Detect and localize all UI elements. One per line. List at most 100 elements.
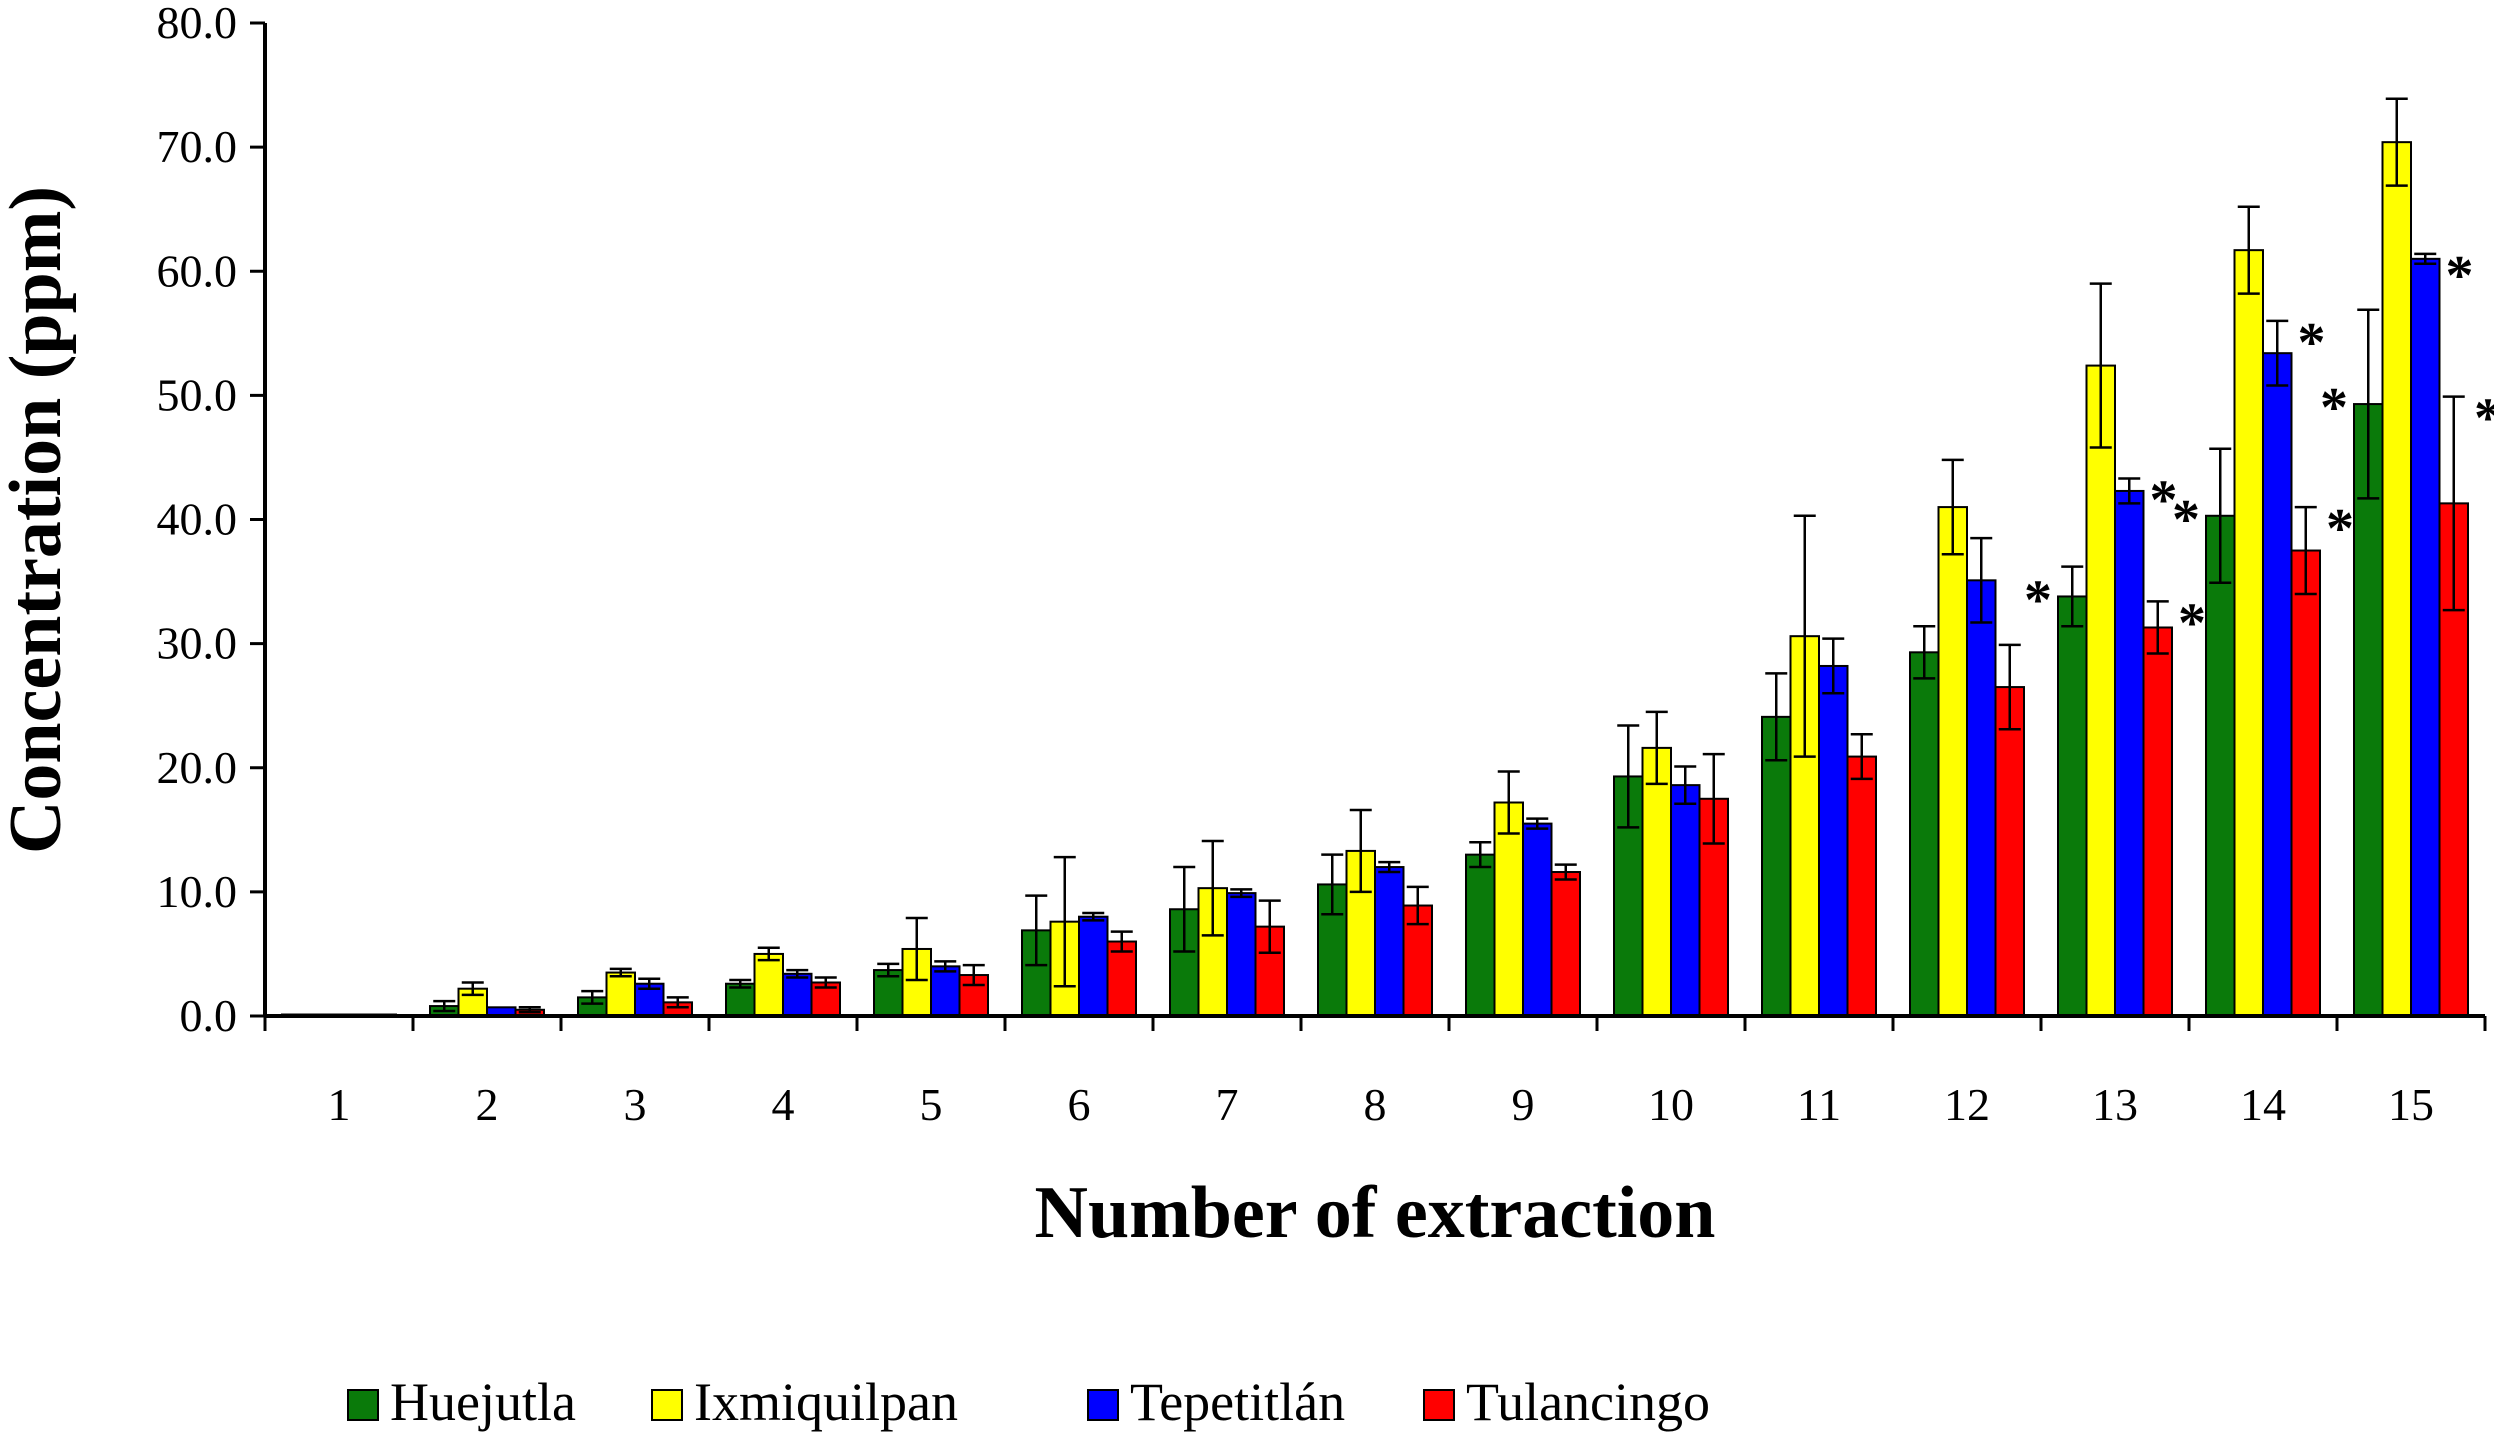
- y-tick-label-6: 60.0: [157, 245, 238, 296]
- error-bar-tepetitlán-3: [638, 977, 661, 990]
- bar-ixmiquilpan-4: [753, 952, 784, 1017]
- x-tick-label-5: 5: [920, 1079, 943, 1130]
- significance-star-tepetitlán-15: *: [2446, 245, 2474, 307]
- y-tick-label-0: 0.0: [180, 990, 238, 1041]
- error-bar-tepetitlán-14: [2266, 319, 2289, 387]
- bar-tulancingo-6: [1106, 940, 1137, 1018]
- error-bar-tepetitlán-15: [2414, 252, 2437, 266]
- error-bar-ixmiquilpan-14: [2237, 205, 2260, 295]
- error-bar-huejutla-3: [581, 989, 604, 1005]
- significance-star-tulancingo-15: *: [2474, 388, 2494, 450]
- error-bar-ixmiquilpan-8: [1349, 808, 1372, 894]
- x-tick-label-3: 3: [624, 1079, 647, 1130]
- y-tick-label-7: 70.0: [157, 121, 238, 172]
- y-tick-label-2: 20.0: [157, 742, 238, 793]
- bar-tulancingo-14: [2290, 549, 2321, 1017]
- x-tick-label-15: 15: [2388, 1079, 2434, 1130]
- legend-swatch-tulancingo: [1423, 1389, 1455, 1421]
- error-bar-tulancingo-6: [1110, 930, 1133, 953]
- bar-tepetitlán-12: [1966, 579, 1997, 1017]
- bar-tepetitlán-15: [2410, 257, 2441, 1017]
- bar-tepetitlán-13: [2114, 489, 2145, 1018]
- error-bar-huejutla-7: [1173, 865, 1196, 953]
- error-bar-tepetitlán-9: [1526, 817, 1549, 830]
- bar-huejutla-12: [1909, 651, 1940, 1017]
- y-tick-label-8: 80.0: [157, 0, 238, 48]
- bar-huejutla-9: [1465, 853, 1496, 1018]
- legend-label-ixmiquilpan: Ixmiquilpan: [694, 1372, 958, 1432]
- x-tick-label-9: 9: [1512, 1079, 1535, 1130]
- error-bar-huejutla-8: [1321, 853, 1344, 916]
- y-tick-label-5: 50.0: [157, 369, 238, 420]
- bars: *********: [281, 97, 2494, 1018]
- error-bar-tepetitlán-6: [1082, 911, 1105, 922]
- error-bar-huejutla-9: [1469, 840, 1492, 869]
- error-bar-huejutla-12: [1913, 624, 1936, 680]
- error-bar-huejutla-6: [1025, 894, 1048, 967]
- x-tick-label-8: 8: [1364, 1079, 1387, 1130]
- bar-tepetitlán-9: [1522, 822, 1553, 1018]
- legend-item-ixmiquilpan: Ixmiquilpan: [651, 1372, 958, 1432]
- error-bar-huejutla-11: [1765, 672, 1788, 762]
- legend-item-tulancingo: Tulancingo: [1423, 1372, 1710, 1432]
- error-bar-huejutla-2: [433, 999, 456, 1013]
- error-bar-ixmiquilpan-7: [1201, 839, 1224, 937]
- bar-tepetitlán-5: [930, 965, 961, 1017]
- error-bar-tulancingo-4: [814, 976, 837, 989]
- error-bar-ixmiquilpan-9: [1497, 770, 1520, 835]
- error-bar-tulancingo-8: [1406, 885, 1429, 926]
- legend: Huejutla Ixmiquilpan Tepetitlán Tulancingo: [347, 1372, 1710, 1432]
- x-tick-label-6: 6: [1068, 1079, 1091, 1130]
- bar-huejutla-13: [2057, 595, 2088, 1018]
- significance-star-huejutla-15: *: [2320, 377, 2348, 439]
- y-tick-label-4: 40.0: [157, 494, 238, 545]
- error-bar-huejutla-15: [2357, 308, 2380, 500]
- error-bar-tulancingo-12: [1998, 643, 2021, 731]
- error-bar-ixmiquilpan-11: [1793, 514, 1816, 758]
- y-tick-label-3: 30.0: [157, 618, 238, 669]
- ticks: 0.010.020.030.040.050.060.070.080.01 2 3 4 5…: [157, 0, 2487, 1130]
- error-bar-ixmiquilpan-10: [1645, 710, 1668, 786]
- error-bar-ixmiquilpan-3: [609, 967, 632, 978]
- x-tick-label-11: 11: [1797, 1079, 1841, 1130]
- error-bar-tulancingo-13: [2146, 600, 2169, 655]
- bar-huejutla-11: [1761, 715, 1792, 1017]
- bar-ixmiquilpan-10: [1641, 746, 1672, 1017]
- bar-ixmiquilpan-12: [1937, 506, 1968, 1017]
- error-bar-tulancingo-11: [1850, 732, 1873, 781]
- significance-star-huejutla-14: *: [2172, 489, 2200, 551]
- error-bar-tulancingo-15: [2442, 395, 2465, 612]
- bar-ixmiquilpan-14: [2233, 249, 2264, 1017]
- series-huejutla: ***: [281, 308, 2384, 1018]
- x-tick-label-13: 13: [2092, 1079, 2138, 1130]
- error-bar-ixmiquilpan-13: [2089, 282, 2112, 449]
- significance-star-tepetitlán-13: *: [2150, 470, 2178, 532]
- legend-item-huejutla: Huejutla: [347, 1372, 576, 1432]
- significance-star-huejutla-13: *: [2024, 569, 2052, 631]
- error-bar-tulancingo-2: [518, 1006, 541, 1014]
- error-bar-tulancingo-14: [2294, 505, 2317, 596]
- error-bar-ixmiquilpan-2: [461, 981, 484, 997]
- legend-swatch-huejutla: [347, 1389, 379, 1421]
- x-tick-label-1: 1: [328, 1079, 351, 1130]
- error-bar-tulancingo-3: [666, 996, 689, 1009]
- error-bar-tepetitlán-10: [1674, 765, 1697, 805]
- error-bar-ixmiquilpan-12: [1941, 458, 1964, 556]
- error-bar-huejutla-14: [2209, 447, 2232, 585]
- error-bar-tulancingo-10: [1702, 752, 1725, 845]
- bar-tulancingo-9: [1550, 871, 1581, 1018]
- x-tick-label-10: 10: [1648, 1079, 1694, 1130]
- bar-tulancingo-12: [1994, 686, 2025, 1017]
- error-bar-tepetitlán-5: [934, 960, 957, 973]
- bar-tepetitlán-8: [1374, 866, 1405, 1017]
- bar-tulancingo-13: [2142, 626, 2173, 1018]
- bar-tepetitlán-7: [1226, 892, 1257, 1018]
- error-bar-ixmiquilpan-4: [757, 946, 780, 962]
- bar-tepetitlán-6: [1078, 915, 1109, 1018]
- legend-label-tepetitlán: Tepetitlán: [1130, 1372, 1345, 1432]
- bar-ixmiquilpan-13: [2085, 364, 2116, 1017]
- x-tick-label-4: 4: [772, 1079, 795, 1130]
- error-bar-tepetitlán-7: [1230, 888, 1253, 899]
- error-bar-tepetitlán-13: [2118, 477, 2141, 505]
